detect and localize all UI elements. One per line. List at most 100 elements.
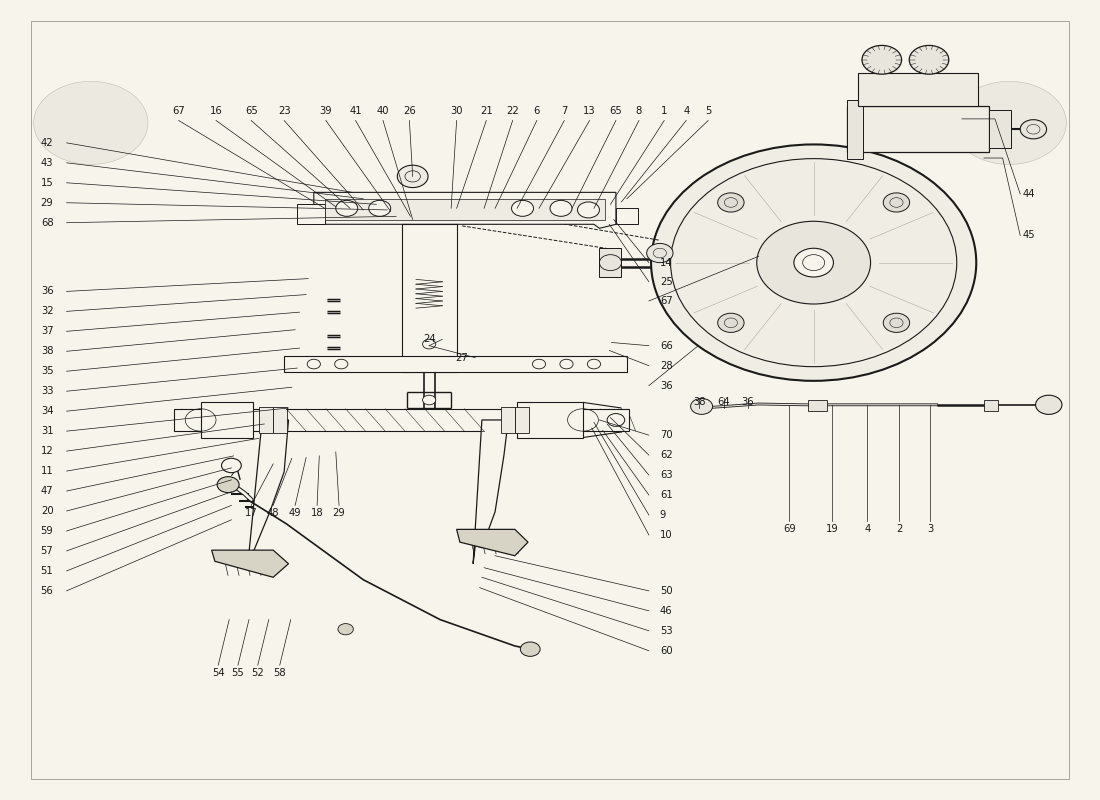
Text: 70: 70	[660, 430, 672, 440]
Circle shape	[221, 458, 241, 473]
Polygon shape	[858, 73, 979, 106]
Text: 32: 32	[41, 306, 54, 316]
Text: 59: 59	[41, 526, 54, 536]
Circle shape	[397, 166, 428, 187]
Text: 44: 44	[1022, 189, 1035, 199]
Text: 30: 30	[450, 106, 463, 116]
Text: 52: 52	[252, 668, 264, 678]
Polygon shape	[515, 407, 529, 433]
Text: 38: 38	[41, 346, 54, 356]
Circle shape	[587, 359, 601, 369]
Text: 65: 65	[609, 106, 623, 116]
Circle shape	[217, 477, 239, 493]
Text: 26: 26	[403, 106, 416, 116]
Text: 46: 46	[660, 606, 672, 616]
Text: 38: 38	[693, 398, 706, 407]
Text: 69: 69	[783, 524, 796, 534]
Circle shape	[422, 395, 436, 405]
Text: 36: 36	[660, 381, 672, 390]
Text: 39: 39	[320, 106, 332, 116]
Text: 48: 48	[267, 509, 279, 518]
Circle shape	[368, 200, 390, 216]
Text: 6: 6	[534, 106, 540, 116]
Polygon shape	[402, 224, 456, 372]
Text: 54: 54	[212, 668, 224, 678]
Circle shape	[336, 200, 358, 216]
Text: 27: 27	[455, 353, 469, 362]
Circle shape	[883, 314, 910, 332]
Circle shape	[883, 193, 910, 212]
Polygon shape	[258, 407, 273, 433]
Text: 16: 16	[210, 106, 222, 116]
Text: 58: 58	[274, 668, 286, 678]
Text: 57: 57	[41, 546, 54, 556]
Circle shape	[512, 200, 534, 216]
Text: 4: 4	[865, 524, 870, 534]
Polygon shape	[297, 204, 324, 224]
Text: 11: 11	[41, 466, 54, 476]
Text: 9: 9	[660, 510, 667, 520]
Polygon shape	[847, 106, 989, 153]
Polygon shape	[847, 100, 864, 159]
Circle shape	[578, 202, 600, 218]
Text: 37: 37	[41, 326, 54, 336]
Text: 24: 24	[422, 334, 436, 344]
Text: 8: 8	[636, 106, 642, 116]
Polygon shape	[989, 110, 1011, 149]
Text: 15: 15	[41, 178, 54, 188]
Polygon shape	[284, 356, 627, 372]
Text: 28: 28	[660, 361, 672, 370]
Circle shape	[607, 414, 625, 426]
Text: 1: 1	[661, 106, 668, 116]
Text: 2: 2	[896, 524, 902, 534]
Text: 55: 55	[232, 668, 244, 678]
Circle shape	[953, 82, 1066, 165]
Text: 40: 40	[377, 106, 389, 116]
Text: 36: 36	[741, 398, 755, 407]
Circle shape	[717, 193, 744, 212]
Text: 17: 17	[245, 509, 257, 518]
Circle shape	[550, 200, 572, 216]
Polygon shape	[456, 530, 528, 556]
Text: 20: 20	[41, 506, 54, 516]
Polygon shape	[984, 400, 998, 411]
Text: 51: 51	[41, 566, 54, 576]
Text: 62: 62	[660, 450, 672, 460]
Circle shape	[532, 359, 546, 369]
Text: 49: 49	[289, 509, 301, 518]
Text: 5: 5	[705, 106, 712, 116]
Polygon shape	[600, 248, 621, 277]
Text: 4: 4	[683, 106, 690, 116]
Text: 12: 12	[41, 446, 54, 456]
Text: 50: 50	[660, 586, 672, 596]
Text: 56: 56	[41, 586, 54, 596]
Text: 36: 36	[41, 286, 54, 296]
Circle shape	[651, 145, 977, 381]
Text: 25: 25	[660, 277, 672, 287]
Text: 29: 29	[41, 198, 54, 208]
Text: 60: 60	[660, 646, 672, 656]
Circle shape	[1035, 395, 1062, 414]
Polygon shape	[211, 550, 288, 578]
Text: 23: 23	[278, 106, 290, 116]
Text: 64: 64	[717, 398, 730, 407]
Circle shape	[794, 248, 834, 277]
Text: 67: 67	[660, 296, 672, 306]
Circle shape	[560, 359, 573, 369]
Circle shape	[757, 222, 870, 304]
Text: 19: 19	[826, 524, 838, 534]
Polygon shape	[273, 407, 287, 433]
Polygon shape	[200, 402, 253, 438]
Text: 35: 35	[41, 366, 54, 376]
Text: 3: 3	[927, 524, 933, 534]
Circle shape	[647, 243, 673, 262]
Text: 47: 47	[41, 486, 54, 496]
Text: 67: 67	[173, 106, 185, 116]
Polygon shape	[473, 420, 508, 564]
Text: 65: 65	[245, 106, 257, 116]
Circle shape	[422, 339, 436, 349]
Circle shape	[691, 398, 713, 414]
Text: 61: 61	[660, 490, 672, 500]
Circle shape	[1020, 120, 1046, 139]
Text: 18: 18	[311, 509, 323, 518]
